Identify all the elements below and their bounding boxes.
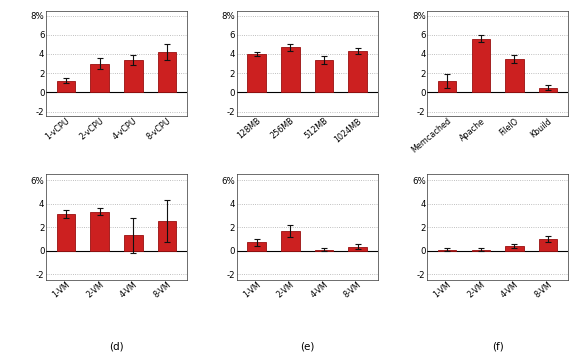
Bar: [438, 250, 456, 251]
Bar: [124, 60, 142, 92]
Bar: [438, 81, 456, 92]
Bar: [472, 250, 490, 251]
Bar: [91, 64, 109, 92]
Bar: [348, 51, 367, 92]
Text: (e): (e): [300, 341, 315, 351]
Bar: [348, 247, 367, 251]
Bar: [315, 250, 333, 251]
Bar: [539, 239, 557, 251]
Bar: [158, 52, 176, 92]
Text: (b): (b): [300, 178, 315, 188]
Bar: [539, 88, 557, 92]
Bar: [315, 60, 333, 92]
Bar: [158, 222, 176, 251]
Text: (c): (c): [491, 178, 505, 188]
Bar: [57, 81, 75, 92]
Text: (d): (d): [109, 341, 124, 351]
Bar: [281, 47, 300, 92]
Bar: [247, 242, 266, 251]
Bar: [57, 214, 75, 251]
Bar: [124, 236, 142, 251]
Bar: [472, 39, 490, 92]
Bar: [505, 59, 523, 92]
Bar: [281, 231, 300, 251]
Bar: [247, 54, 266, 92]
Text: (f): (f): [492, 341, 503, 351]
Text: (a): (a): [109, 178, 123, 188]
Bar: [91, 212, 109, 251]
Bar: [505, 246, 523, 251]
